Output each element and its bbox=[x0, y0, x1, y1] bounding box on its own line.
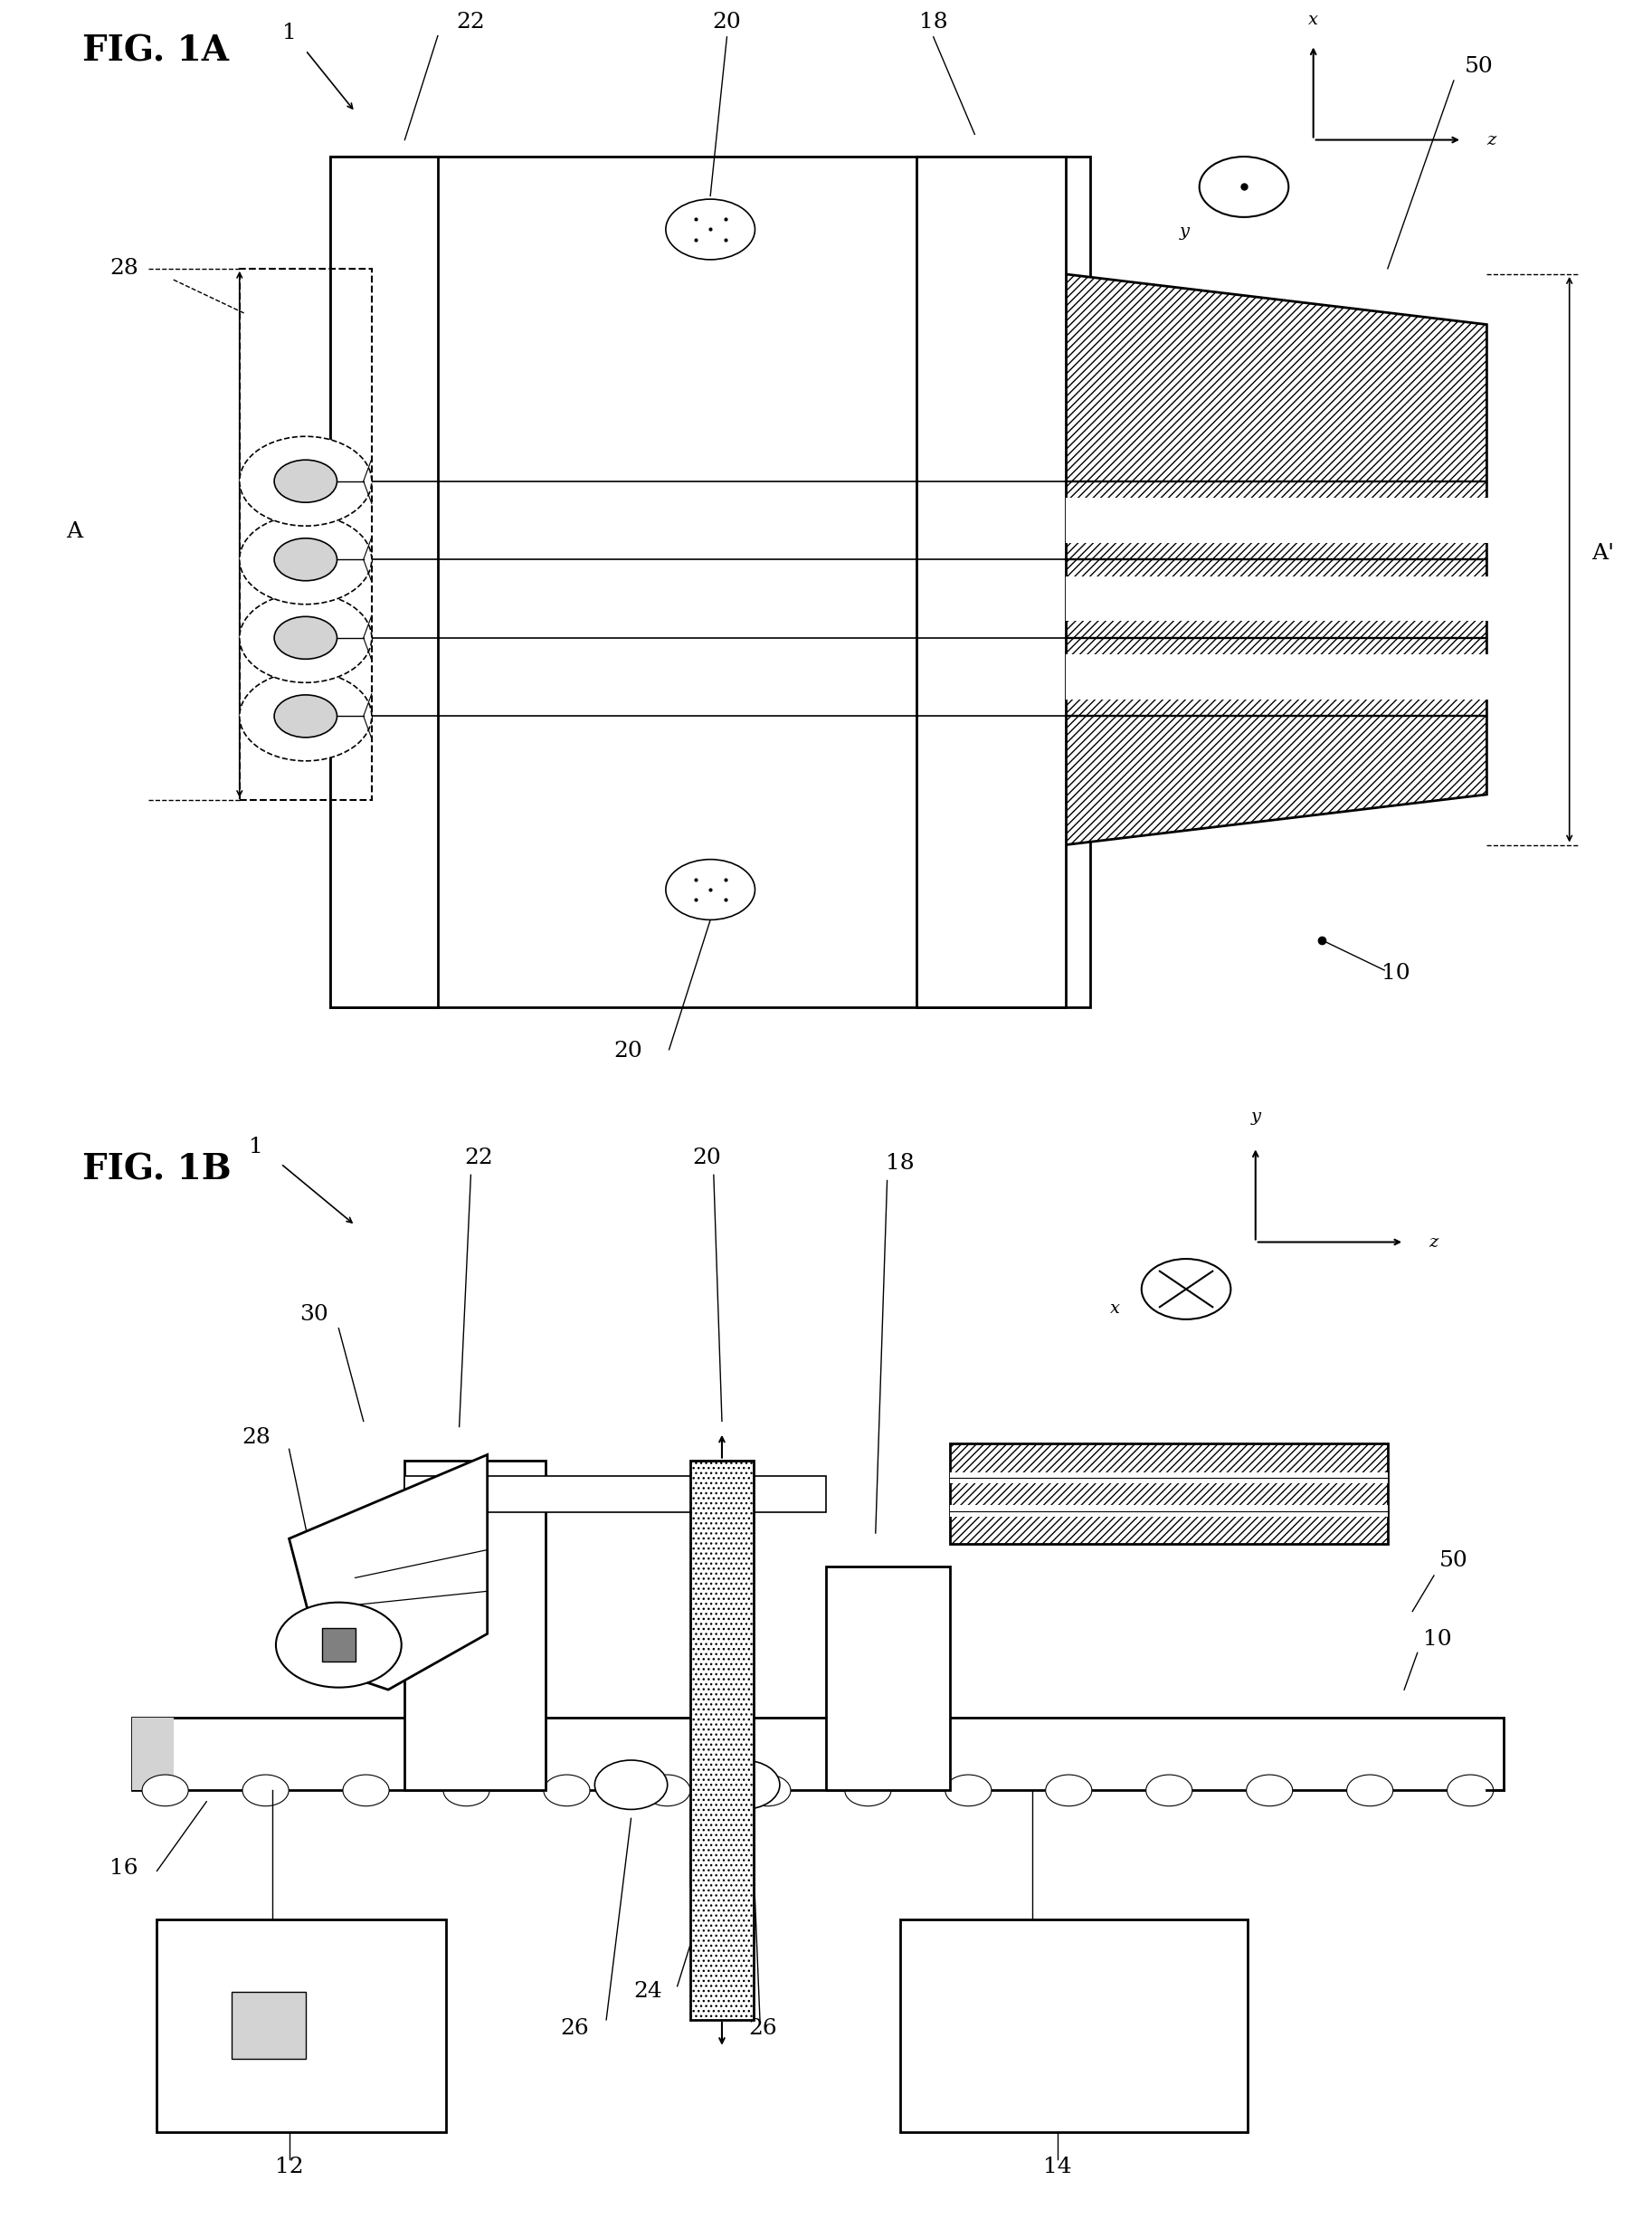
Circle shape bbox=[1246, 1775, 1292, 1806]
Text: FIG. 1A: FIG. 1A bbox=[83, 34, 230, 67]
Circle shape bbox=[240, 436, 372, 526]
Text: A': A' bbox=[1591, 544, 1614, 564]
Circle shape bbox=[1146, 1775, 1193, 1806]
Bar bbox=[405, 1459, 545, 1790]
Text: 16: 16 bbox=[109, 1858, 139, 1880]
Circle shape bbox=[745, 1775, 791, 1806]
Text: 26: 26 bbox=[748, 2019, 778, 2039]
Circle shape bbox=[707, 1759, 780, 1808]
Text: 18: 18 bbox=[919, 11, 948, 34]
Text: FIG. 1B: FIG. 1B bbox=[83, 1153, 231, 1186]
Bar bbox=[231, 1992, 306, 2059]
Bar bbox=[132, 1719, 173, 1790]
Circle shape bbox=[243, 1775, 289, 1806]
Circle shape bbox=[274, 696, 337, 739]
Bar bbox=[691, 1808, 753, 1884]
Text: 30: 30 bbox=[299, 1305, 329, 1325]
Circle shape bbox=[666, 859, 755, 920]
Circle shape bbox=[344, 1775, 390, 1806]
Circle shape bbox=[274, 539, 337, 582]
Text: y: y bbox=[1180, 224, 1189, 239]
Bar bbox=[900, 1918, 1247, 2131]
Circle shape bbox=[945, 1775, 991, 1806]
Text: 18: 18 bbox=[885, 1153, 915, 1175]
Circle shape bbox=[544, 1775, 590, 1806]
Bar bbox=[240, 269, 372, 801]
Bar bbox=[950, 1473, 1388, 1484]
Circle shape bbox=[1346, 1775, 1393, 1806]
Bar bbox=[1066, 577, 1512, 622]
Text: 10: 10 bbox=[1422, 1629, 1452, 1649]
Bar bbox=[917, 157, 1066, 1007]
Bar bbox=[132, 1719, 1503, 1790]
Circle shape bbox=[1046, 1775, 1092, 1806]
Circle shape bbox=[644, 1775, 691, 1806]
Bar bbox=[405, 1477, 826, 1513]
Text: 1: 1 bbox=[282, 22, 296, 45]
Circle shape bbox=[240, 515, 372, 604]
Circle shape bbox=[1142, 1258, 1231, 1320]
Text: 26: 26 bbox=[560, 2019, 590, 2039]
Text: 20: 20 bbox=[613, 1041, 643, 1063]
Bar bbox=[950, 1444, 1388, 1544]
Text: z: z bbox=[1487, 132, 1497, 148]
Circle shape bbox=[844, 1775, 890, 1806]
Bar bbox=[330, 157, 438, 1007]
Text: 12: 12 bbox=[274, 2157, 304, 2178]
Text: 10: 10 bbox=[1381, 962, 1411, 985]
Text: x: x bbox=[1110, 1300, 1120, 1316]
Bar bbox=[1066, 653, 1512, 698]
Text: 50: 50 bbox=[1439, 1551, 1469, 1571]
Circle shape bbox=[1447, 1775, 1493, 1806]
Text: y: y bbox=[1251, 1108, 1260, 1126]
Bar bbox=[1066, 499, 1512, 544]
Bar bbox=[330, 157, 1090, 1007]
Text: 22: 22 bbox=[464, 1148, 494, 1168]
Circle shape bbox=[1199, 157, 1289, 217]
Text: 24: 24 bbox=[633, 1981, 662, 2003]
Text: z: z bbox=[1429, 1233, 1439, 1251]
Bar bbox=[157, 1918, 446, 2131]
Circle shape bbox=[595, 1759, 667, 1808]
Bar bbox=[950, 1506, 1388, 1517]
Text: 20: 20 bbox=[712, 11, 742, 34]
Text: 28: 28 bbox=[241, 1428, 271, 1448]
Circle shape bbox=[666, 199, 755, 260]
Text: x: x bbox=[1308, 11, 1318, 29]
Circle shape bbox=[142, 1775, 188, 1806]
Text: 14: 14 bbox=[1042, 2157, 1072, 2178]
Text: 28: 28 bbox=[109, 257, 139, 280]
Text: 20: 20 bbox=[692, 1148, 722, 1168]
Polygon shape bbox=[1066, 275, 1487, 844]
Bar bbox=[691, 1461, 753, 2019]
Circle shape bbox=[274, 461, 337, 504]
Circle shape bbox=[443, 1775, 489, 1806]
Text: A: A bbox=[66, 521, 83, 542]
Text: 22: 22 bbox=[456, 11, 486, 34]
Text: 50: 50 bbox=[1464, 56, 1493, 78]
Circle shape bbox=[274, 618, 337, 660]
Polygon shape bbox=[289, 1455, 487, 1690]
Circle shape bbox=[240, 593, 372, 683]
Circle shape bbox=[276, 1602, 401, 1687]
Bar bbox=[826, 1567, 950, 1790]
Bar bbox=[322, 1629, 355, 1661]
Text: 1: 1 bbox=[249, 1137, 263, 1157]
Circle shape bbox=[240, 671, 372, 761]
